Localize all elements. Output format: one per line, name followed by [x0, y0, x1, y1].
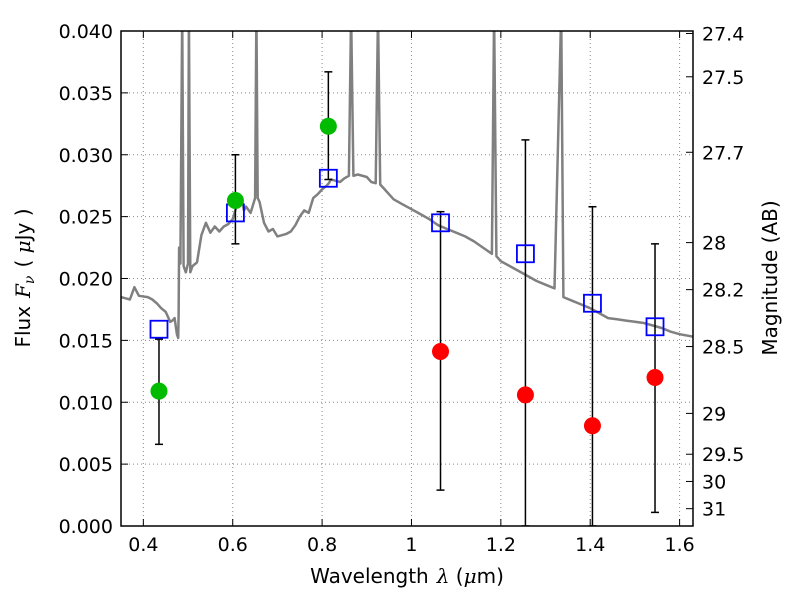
axis-ticks: 0.4 0.6 0.8 1 1.2 1.4 1.6 0.000 0.005 0.010 0.015 0…	[59, 21, 745, 556]
y2-axis-label: Magnitude (AB)	[758, 200, 782, 355]
model-spectrum-line	[121, 31, 693, 340]
non-detection-point	[583, 417, 601, 435]
plot-area	[121, 31, 693, 526]
x-tick-label: 0.6	[218, 534, 248, 556]
mag-tick-label: 27.7	[702, 142, 744, 164]
mag-tick-label: 27.5	[702, 67, 744, 89]
detection-point	[150, 382, 168, 400]
x-tick-label: 1.4	[575, 534, 605, 556]
model-photometry-point	[149, 319, 169, 339]
model-photometry-point	[645, 317, 665, 337]
model-photometry-point	[583, 293, 602, 313]
model-photometry-point	[318, 168, 338, 188]
mag-tick-label: 28.5	[702, 337, 744, 359]
y-axis-label: FluxFν( μJy )	[11, 208, 38, 347]
y-tick-label: 0.010	[59, 392, 113, 414]
y-tick-label: 0.020	[59, 269, 113, 291]
y-tick-label: 0.025	[59, 207, 113, 229]
model-photometry-point	[431, 213, 450, 233]
non-detection-point	[646, 369, 664, 386]
x-tick-label: 1	[405, 534, 417, 556]
mag-tick-label: 31	[702, 499, 726, 521]
axis-labels: Wavelength λ (μm) FluxFν( μJy ) Magnitude…	[11, 200, 782, 588]
x-axis-label: Wavelength λ (μm)	[310, 564, 504, 588]
mag-tick-label: 28.2	[702, 280, 744, 302]
y-tick-label: 0.000	[59, 516, 113, 538]
x-tick-label: 0.4	[128, 534, 158, 556]
x-tick-label: 1.6	[664, 534, 694, 556]
x-tick-label: 1.2	[486, 534, 516, 556]
detection-point	[226, 192, 244, 210]
y-tick-label: 0.035	[59, 83, 113, 105]
mag-tick-label: 27.4	[702, 23, 744, 45]
non-detection-point	[516, 386, 534, 404]
x-tick-label: 0.8	[307, 534, 337, 556]
mag-tick-label: 29	[702, 403, 726, 425]
y-tick-label: 0.040	[59, 21, 113, 43]
y-tick-label: 0.015	[59, 330, 113, 352]
grid	[121, 30, 693, 527]
mag-tick-label: 29.5	[702, 444, 744, 466]
model-photometry-point	[516, 244, 535, 264]
non-detection-point	[432, 343, 450, 361]
y-tick-label: 0.005	[59, 454, 113, 476]
detection-point	[319, 117, 337, 135]
mag-tick-label: 28	[702, 233, 726, 255]
plot-frame	[120, 30, 694, 527]
mag-tick-label: 30	[702, 471, 726, 493]
y-tick-label: 0.030	[59, 145, 113, 167]
